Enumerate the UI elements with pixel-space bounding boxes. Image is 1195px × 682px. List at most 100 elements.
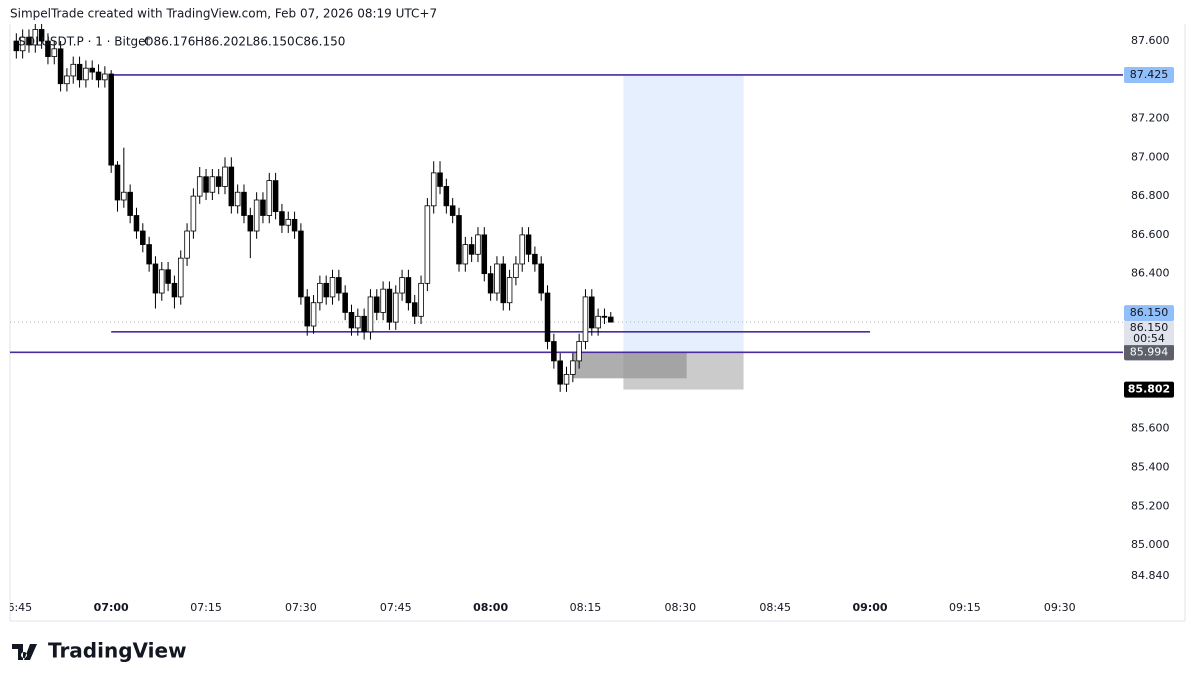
candle-body [159,269,165,294]
candle-body [19,36,26,52]
candle-body [45,40,51,57]
candle-body [456,215,462,265]
candle-body [595,315,601,329]
plot-area [10,24,1123,392]
candle-body [152,263,159,294]
candle-body [601,315,608,318]
credit: SimpelTrade created with TradingView.com… [10,7,437,21]
candle-body [253,199,260,232]
candle-body [102,73,108,81]
y-tick-label: 86.600 [1131,228,1170,241]
candle-body [329,277,336,298]
candle-body [563,374,570,385]
candle-body [279,211,285,226]
y-tick-label: 84.840 [1131,569,1170,582]
candle-body [165,269,171,284]
target-zone [623,74,744,353]
candle-body [576,341,582,362]
candle-body [532,253,538,265]
legend-open: O86.176 [144,35,195,49]
candle-body [203,176,209,193]
candle-body [506,277,513,304]
candle-body [140,230,146,245]
candle-body [222,166,228,187]
candle-body [177,257,184,298]
legend-symbol: SOLUSDT.P · 1 · Bitget [18,35,151,49]
candle-body [64,75,70,85]
candle-body [348,312,355,329]
candle-body [336,277,342,294]
candle-body [215,176,222,187]
y-tick-label: 85.200 [1131,499,1170,512]
candle-body [95,71,102,81]
price-badge-label: 86.150 [1130,306,1169,319]
candle-body [355,315,361,329]
candle-body [367,296,374,333]
candle-body [513,263,519,278]
candle-body [108,73,114,166]
y-tick-label: 87.600 [1131,34,1170,47]
candle-body [260,199,266,216]
x-tick-label: 08:45 [759,601,791,614]
candle-body [399,277,405,294]
candle-body [266,180,273,216]
candle-body [544,292,551,342]
candle-body [127,191,133,216]
candle-body [13,40,20,52]
candle-body [405,277,412,304]
time-axis: 06:45 07:00 07:15 07:30 07:45 08:00 08:15 08:30… [10,596,1076,614]
candle-body [133,215,140,232]
candle-body [304,296,310,327]
candle-body [146,244,152,265]
candle-body [437,172,443,187]
x-tick-label: 08:30 [664,601,696,614]
candle-body [443,186,450,207]
candle-body [285,218,292,226]
x-tick-label: 09:15 [949,601,981,614]
candle-body [430,172,437,207]
candle-body [241,191,247,216]
candle-body [487,273,494,294]
legend-high: H86.202 [195,35,246,49]
candle-body [114,164,121,201]
x-tick-label: 09:00 [853,601,888,614]
stop-label: 85.802 [1128,383,1170,396]
candle-body [89,67,95,73]
candle-body [374,296,380,313]
candle-body [418,282,424,317]
logo-icon [12,644,37,660]
candle-body [500,263,507,304]
y-tick-label: 85.000 [1131,538,1170,551]
candle-body [475,234,481,255]
level-label: 85.994 [1130,345,1169,358]
candle-body [26,36,32,46]
candle-body [32,29,39,46]
candle-body [38,29,45,42]
countdown-price: 86.150 [1130,321,1169,334]
y-tick-label: 86.800 [1131,189,1170,202]
legend-close: C86.150 [295,35,345,49]
candle-body [247,215,254,232]
candle-body [449,205,456,216]
candle-body [519,234,526,265]
candle-body [196,176,203,197]
countdown-box [1124,321,1174,346]
candle-body [57,48,64,85]
candle-body [51,48,58,57]
candle-body [411,302,418,317]
x-tick-label: 07:00 [94,601,129,614]
candle-body [234,191,241,207]
level-badge [1124,344,1174,361]
candle-body [70,63,77,77]
drawdown-zone [572,352,687,379]
candle-body [462,244,469,265]
candle-body [121,191,127,201]
stop-badge [1124,381,1174,398]
candle-body [380,288,386,313]
brand-logo: TradingView [12,639,187,663]
x-tick-label: 07:45 [380,601,412,614]
candle-body [494,263,500,294]
candle-body [291,218,298,232]
candle-body [538,263,544,294]
